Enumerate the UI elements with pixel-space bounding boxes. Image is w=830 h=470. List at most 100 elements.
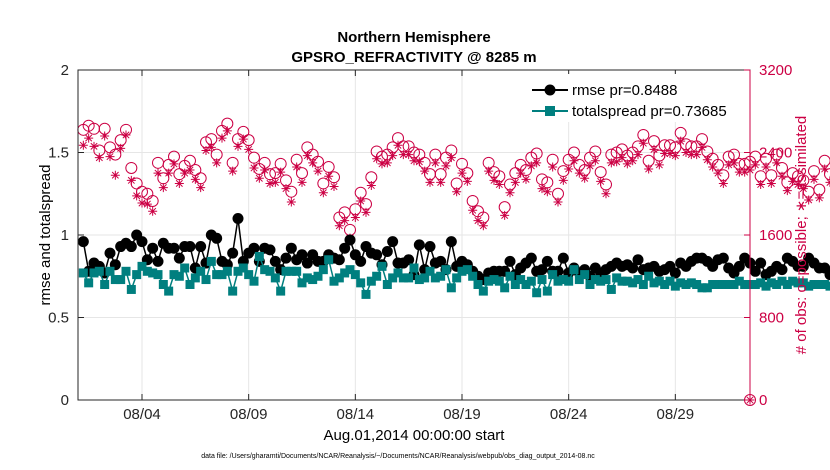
totalspread-point bbox=[361, 289, 371, 299]
totalspread-series bbox=[78, 251, 830, 299]
legend-spread-label: totalspread pr=0.73685 bbox=[572, 103, 727, 120]
totalspread-point bbox=[526, 276, 536, 286]
obs-assimilated-point bbox=[820, 164, 830, 174]
rmse-point bbox=[296, 249, 308, 261]
obs-assimilated-point bbox=[297, 177, 307, 187]
totalspread-point bbox=[708, 280, 718, 289]
obs-assimilated-point bbox=[494, 179, 504, 189]
x-tick-label: 08/14 bbox=[337, 406, 375, 423]
totalspread-point bbox=[489, 275, 499, 285]
totalspread-point bbox=[510, 280, 520, 289]
totalspread-point bbox=[718, 280, 728, 289]
y-tick-label: 1.5 bbox=[48, 145, 69, 162]
totalspread-point bbox=[542, 286, 552, 296]
totalspread-point bbox=[308, 275, 318, 285]
obs-assimilated-point bbox=[132, 191, 142, 201]
totalspread-point bbox=[644, 271, 654, 281]
obs-assimilated-point bbox=[702, 155, 712, 165]
obs-assimilated-point bbox=[644, 164, 654, 174]
obs-assimilated-point bbox=[110, 170, 120, 180]
y2-axis-label: # of obs: o=possible; ∗=assimilated bbox=[793, 116, 810, 355]
y2-tick-label: 800 bbox=[759, 310, 784, 327]
totalspread-point bbox=[612, 273, 622, 283]
rmse-point bbox=[504, 255, 516, 267]
totalspread-point bbox=[121, 266, 131, 276]
obs-assimilated-point bbox=[718, 178, 728, 188]
totalspread-point bbox=[100, 280, 110, 289]
obs-assimilated-point bbox=[121, 130, 131, 140]
y-axis-label: rmse and totalspread bbox=[37, 165, 54, 306]
obs-assimilated-point bbox=[361, 207, 371, 217]
obs-assimilated-point bbox=[404, 150, 414, 160]
obs-assimilated-point bbox=[569, 156, 579, 166]
obs-assimilated-point bbox=[676, 136, 686, 146]
obs-assimilated-point bbox=[249, 163, 259, 173]
totalspread-point bbox=[761, 281, 771, 291]
obs-assimilated-point bbox=[734, 167, 744, 177]
obs-assimilated-point bbox=[756, 179, 766, 189]
totalspread-point bbox=[233, 266, 243, 276]
rmse-point bbox=[227, 247, 239, 259]
totalspread-point bbox=[436, 271, 446, 281]
rmse-point bbox=[77, 236, 89, 248]
totalspread-point bbox=[286, 266, 296, 276]
totalspread-point bbox=[457, 266, 467, 276]
totalspread-point bbox=[201, 275, 211, 285]
obs-assimilated-point bbox=[585, 161, 595, 171]
obs-assimilated-point bbox=[286, 197, 296, 207]
obs-assimilated-point bbox=[414, 157, 424, 167]
obs-assimilated-point bbox=[804, 195, 814, 205]
obs-assimilated-point bbox=[233, 141, 243, 151]
totalspread-point bbox=[452, 273, 462, 283]
totalspread-point bbox=[516, 275, 526, 285]
obs-assimilated-point bbox=[126, 175, 136, 185]
chart-title: Northern Hemisphere bbox=[337, 29, 490, 46]
totalspread-point bbox=[324, 255, 334, 265]
obs-assimilated-point bbox=[329, 182, 339, 192]
y2-tick-label: 1600 bbox=[759, 227, 792, 244]
totalspread-point bbox=[180, 263, 190, 273]
obs-assimilated-point bbox=[148, 206, 158, 216]
totalspread-point bbox=[649, 278, 659, 288]
totalspread-point bbox=[750, 280, 760, 289]
totalspread-point bbox=[500, 283, 510, 293]
rmse-point bbox=[381, 246, 393, 257]
totalspread-point bbox=[729, 280, 739, 289]
obs-assimilated-point bbox=[356, 196, 366, 206]
rmse-point bbox=[632, 254, 644, 266]
rmse-point bbox=[733, 260, 745, 272]
obs-possible-point bbox=[248, 151, 260, 164]
tick-layer: 08/04 08/09 08/14 08/19 08/24 08/29 0 0.5 1 1.5 2 0… bbox=[48, 62, 792, 423]
obs-assimilated-point bbox=[574, 168, 584, 178]
obs-assimilated-point bbox=[692, 150, 702, 160]
totalspread-point bbox=[116, 275, 126, 285]
totalspread-point bbox=[622, 276, 632, 286]
totalspread-point bbox=[462, 265, 472, 275]
totalspread-point bbox=[270, 273, 280, 283]
totalspread-point bbox=[814, 280, 824, 289]
totalspread-point bbox=[468, 271, 478, 281]
obs-assimilated-point bbox=[265, 178, 275, 188]
totalspread-point bbox=[318, 265, 328, 275]
obs-possible-point bbox=[824, 168, 830, 181]
obs-assimilated-point bbox=[708, 162, 718, 172]
totalspread-point bbox=[425, 266, 435, 276]
totalspread-point bbox=[793, 278, 803, 288]
rmse-point bbox=[184, 241, 196, 253]
obs-assimilated-point bbox=[713, 168, 723, 178]
totalspread-point bbox=[356, 278, 366, 288]
obs-assimilated-point bbox=[302, 151, 312, 161]
totalspread-point bbox=[665, 276, 675, 286]
totalspread-point bbox=[249, 276, 259, 286]
rmse-point bbox=[232, 213, 244, 224]
rmse-point bbox=[125, 241, 137, 253]
totalspread-point bbox=[590, 275, 600, 285]
totalspread-point bbox=[158, 280, 168, 289]
obs-assimilated-point bbox=[372, 154, 382, 164]
obs-assimilated-point bbox=[318, 188, 328, 198]
x-axis-label: Aug.01,2014 00:00:00 start bbox=[324, 427, 506, 444]
totalspread-point bbox=[558, 275, 568, 285]
totalspread-point bbox=[94, 266, 104, 276]
totalspread-point bbox=[601, 275, 611, 285]
obs-assimilated-point bbox=[105, 152, 115, 162]
